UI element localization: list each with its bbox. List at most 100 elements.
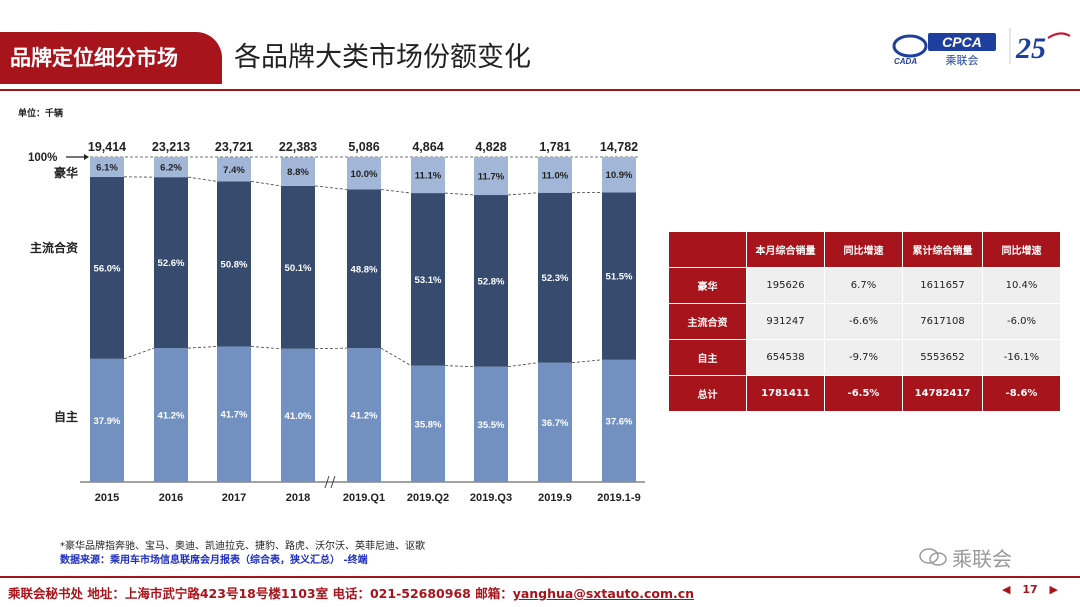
- table-row-label: 主流合资: [668, 303, 747, 340]
- table-cell: -9.7%: [824, 339, 903, 376]
- boundary-connector: [187, 176, 218, 182]
- total-label: 22,383: [279, 140, 317, 154]
- axis-break-mark: [324, 475, 330, 489]
- table-row-label: 总计: [668, 375, 747, 412]
- bar-self: [602, 359, 636, 482]
- pager: ◀ 17 ▶: [998, 583, 1062, 596]
- data-label: 37.6%: [606, 416, 633, 427]
- cpca-badge: [928, 33, 996, 51]
- data-label: 52.3%: [542, 273, 569, 284]
- x-tick-label: 2019.1-9: [597, 492, 640, 504]
- data-label: 51.5%: [606, 272, 633, 283]
- table-cell: -8.6%: [982, 375, 1061, 412]
- bar-jv: [538, 192, 572, 363]
- data-label: 11.1%: [415, 171, 442, 182]
- boundary-connector: [571, 359, 603, 364]
- data-label: 10.0%: [351, 169, 378, 180]
- footer-email-link[interactable]: yanghua@sxtauto.com.cn: [512, 586, 695, 601]
- bar-lux: [474, 157, 508, 196]
- data-label: 37.9%: [94, 416, 121, 427]
- bar-lux: [347, 157, 381, 190]
- table-cell: 1781411: [746, 375, 825, 412]
- bar-jv: [602, 192, 636, 360]
- bar-self: [281, 348, 315, 482]
- bar-self: [90, 358, 124, 482]
- x-tick-label: 2019.9: [538, 492, 572, 504]
- data-label: 41.7%: [221, 410, 248, 421]
- bar-jv: [411, 193, 445, 366]
- boundary-connector: [507, 192, 539, 196]
- data-label: 35.8%: [415, 419, 442, 430]
- data-label: 41.2%: [351, 411, 378, 422]
- section-title: 品牌定位细分市场: [0, 32, 222, 84]
- anniversary-logo: 25: [1009, 28, 1071, 65]
- table-row: 主流合资 931247 -6.6% 7617108 -6.0%: [668, 303, 1061, 340]
- cpca-swoosh-icon: [892, 34, 928, 58]
- table-cell: 5553652: [902, 339, 983, 376]
- footer-text: 乘联会秘书处 地址：上海市武宁路423号18号楼1103室 电话：021-526…: [8, 586, 513, 601]
- bar-jv: [347, 189, 381, 349]
- bar-jv: [217, 181, 251, 347]
- logo-abbr: CADA: [894, 57, 917, 66]
- bar-self: [217, 346, 251, 482]
- data-label: 6.2%: [160, 163, 182, 174]
- series-label-self: 自主: [54, 409, 78, 424]
- prev-page-button[interactable]: ◀: [1002, 583, 1011, 596]
- table-header-blank: [668, 231, 747, 268]
- hundred-percent-label: 100%: [28, 152, 57, 164]
- data-label: 50.1%: [285, 263, 312, 274]
- data-label: 10.9%: [606, 170, 633, 181]
- table-cell: -6.5%: [824, 375, 903, 412]
- data-label: 53.1%: [415, 275, 442, 286]
- bar-lux: [281, 157, 315, 186]
- data-label: 48.8%: [351, 264, 378, 275]
- x-tick-label: 2019.Q1: [343, 492, 385, 504]
- x-tick-label: 2017: [222, 492, 246, 504]
- next-page-button[interactable]: ▶: [1049, 583, 1058, 596]
- data-label: 11.7%: [478, 172, 505, 183]
- data-label: 6.1%: [96, 162, 118, 173]
- data-label: 52.6%: [158, 258, 185, 269]
- table-total-row: 总计 1781411 -6.5% 14782417 -8.6%: [668, 375, 1061, 412]
- anniversary-swoosh-icon: [1047, 32, 1071, 39]
- total-label: 5,086: [348, 140, 379, 154]
- table-cell: 1611657: [902, 267, 983, 304]
- table-header-ytd-sales: 累计综合销量: [902, 231, 983, 268]
- table-cell: 931247: [746, 303, 825, 340]
- data-label: 41.2%: [158, 411, 185, 422]
- bar-jv: [474, 195, 508, 367]
- table-cell: -6.0%: [982, 303, 1061, 340]
- total-label: 14,782: [600, 140, 638, 154]
- page-title: 各品牌大类市场份额变化: [234, 42, 531, 73]
- table-cell: 7617108: [902, 303, 983, 340]
- table-cell: 195626: [746, 267, 825, 304]
- series-label-jv: 主流合资: [30, 240, 78, 255]
- sales-table: 本月综合销量 同比增速 累计综合销量 同比增速 豪华 195626 6.7% 1…: [668, 231, 1061, 412]
- bar-self: [474, 366, 508, 482]
- total-label: 23,213: [152, 140, 190, 154]
- total-label: 19,414: [88, 140, 126, 154]
- bar-lux: [217, 157, 251, 182]
- luxury-brand-note: *豪华品牌指奔驰、宝马、奥迪、凯迪拉克、捷豹、路虎、沃尔沃、英菲尼迪、讴歌: [60, 541, 425, 552]
- boundary-connector: [444, 192, 475, 196]
- data-label: 7.4%: [223, 165, 245, 176]
- boundary-connector: [250, 180, 282, 187]
- table-row-label: 豪华: [668, 267, 747, 304]
- wechat-icon: [919, 548, 947, 566]
- boundary-connector: [314, 185, 348, 190]
- boundary-connector: [507, 362, 539, 368]
- boundary-connector: [380, 347, 412, 366]
- table-cell: 654538: [746, 339, 825, 376]
- boundary-connector: [380, 189, 412, 194]
- table-cell: 10.4%: [982, 267, 1061, 304]
- boundary-connector: [123, 347, 155, 360]
- total-label: 4,828: [475, 140, 506, 154]
- table-header-ytd-growth: 同比增速: [982, 231, 1061, 268]
- header: 品牌定位细分市场 各品牌大类市场份额变化 CPCA 乘联会 CADA 25: [0, 0, 1080, 92]
- data-label: 11.0%: [542, 170, 569, 181]
- bar-lux: [411, 157, 445, 194]
- bar-jv: [90, 176, 124, 359]
- boundary-connector: [314, 347, 348, 350]
- bar-lux: [538, 157, 572, 193]
- data-label: 52.8%: [478, 276, 505, 287]
